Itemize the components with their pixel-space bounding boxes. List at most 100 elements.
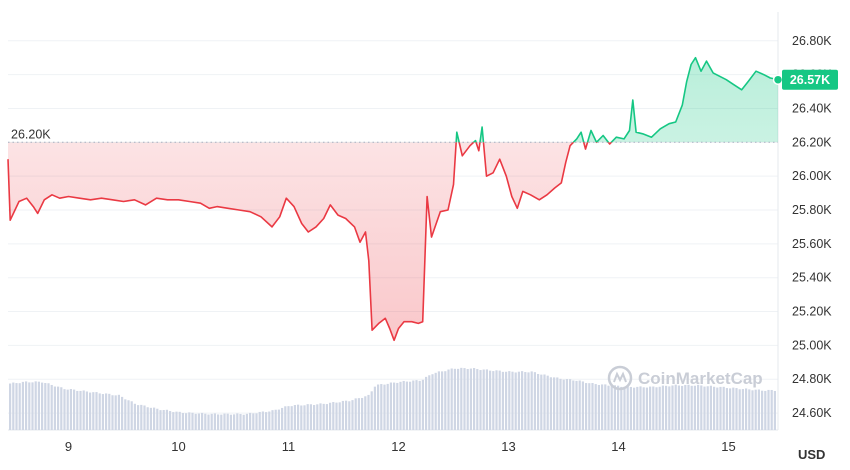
volume-bar bbox=[169, 411, 172, 430]
x-tick-label-6: 15 bbox=[721, 439, 735, 454]
volume-bar bbox=[325, 404, 328, 430]
volume-bar bbox=[44, 383, 47, 430]
volume-bar bbox=[156, 408, 159, 430]
volume-bar bbox=[396, 382, 399, 430]
volume-bar bbox=[290, 406, 293, 430]
volume-bar bbox=[66, 389, 69, 430]
volume-bar bbox=[332, 402, 335, 430]
volume-bar bbox=[322, 403, 325, 430]
volume-bar bbox=[255, 413, 258, 430]
volume-bar bbox=[559, 378, 562, 430]
y-tick-label-3: 26.20K bbox=[792, 135, 832, 149]
volume-bar bbox=[713, 386, 716, 430]
volume-bar bbox=[530, 371, 533, 430]
volume-bar bbox=[111, 395, 114, 430]
volume-bar bbox=[194, 413, 197, 430]
volume-bar bbox=[89, 392, 92, 430]
volume-bar bbox=[41, 382, 44, 430]
current-price: 26.57K bbox=[772, 69, 838, 90]
volume-bar bbox=[367, 394, 370, 430]
volume-bar bbox=[719, 386, 722, 430]
volume-bar bbox=[553, 377, 556, 430]
coinmarketcap-logo-mark-icon bbox=[613, 371, 627, 383]
volume-bar bbox=[364, 396, 367, 430]
volume-bar bbox=[562, 379, 565, 430]
volume-bar bbox=[185, 413, 188, 430]
volume-bar bbox=[687, 384, 690, 430]
volume-bar bbox=[402, 380, 405, 430]
volume-bar bbox=[274, 409, 277, 430]
volume-bar bbox=[453, 368, 456, 430]
volume-bar bbox=[517, 371, 520, 430]
volume-bar bbox=[69, 389, 72, 430]
volume-bar bbox=[31, 382, 34, 430]
volume-bar bbox=[594, 384, 597, 430]
volume-bar bbox=[309, 404, 312, 430]
volume-bar bbox=[73, 389, 76, 430]
volume-bar bbox=[281, 407, 284, 430]
volume-bar bbox=[581, 381, 584, 430]
volume-bar bbox=[76, 390, 79, 430]
volume-bar bbox=[261, 411, 264, 430]
volume-bar bbox=[754, 389, 757, 430]
volume-bar bbox=[409, 381, 412, 430]
baseline-group: 26.20K bbox=[8, 127, 778, 143]
volume-bar bbox=[751, 390, 754, 430]
volume-bar bbox=[543, 374, 546, 430]
volume-bar bbox=[268, 411, 271, 430]
volume-bar bbox=[361, 397, 364, 430]
volume-bar bbox=[476, 369, 479, 430]
volume-bar bbox=[114, 395, 117, 430]
volume-bar bbox=[722, 386, 725, 430]
volume-bar bbox=[569, 379, 572, 430]
volume-bar bbox=[665, 385, 668, 430]
volume-bar bbox=[601, 384, 604, 430]
volume-bar bbox=[258, 411, 261, 430]
volume-bar bbox=[393, 382, 396, 430]
volume-bar bbox=[117, 394, 120, 430]
x-tick-label-1: 10 bbox=[171, 439, 185, 454]
volume-bar bbox=[546, 375, 549, 430]
volume-bar bbox=[101, 394, 104, 430]
volume-bar bbox=[441, 371, 444, 430]
volume-bar bbox=[236, 413, 239, 430]
volume-bar bbox=[447, 369, 450, 430]
volume-bar bbox=[133, 403, 136, 430]
volume-bar bbox=[741, 389, 744, 430]
volume-bar bbox=[204, 413, 207, 430]
volume-bar bbox=[335, 402, 338, 430]
volume-bar bbox=[12, 382, 15, 430]
volume-bar bbox=[92, 392, 95, 430]
volume-bar bbox=[233, 414, 236, 430]
volume-bar bbox=[703, 386, 706, 430]
volume-bar bbox=[501, 371, 504, 430]
volume-bar bbox=[757, 389, 760, 430]
current-price-tag bbox=[782, 69, 838, 90]
volume-bar bbox=[79, 390, 82, 430]
volume-bar bbox=[613, 385, 616, 430]
volume-bar bbox=[549, 377, 552, 430]
volume-bar bbox=[636, 386, 639, 430]
volume-bar bbox=[671, 385, 674, 430]
currency-label: USD bbox=[798, 447, 825, 462]
volume-bar bbox=[485, 369, 488, 430]
area-fills bbox=[8, 57, 778, 341]
volume-bar bbox=[60, 387, 63, 430]
x-tick-label-4: 13 bbox=[501, 439, 515, 454]
volume-bar bbox=[645, 387, 648, 430]
volume-bar bbox=[37, 381, 40, 430]
volume-bar bbox=[34, 381, 37, 430]
volume-bar bbox=[450, 368, 453, 430]
volume-bar bbox=[405, 381, 408, 430]
y-tick-label-5: 25.80K bbox=[792, 203, 832, 217]
y-tick-label-2: 26.40K bbox=[792, 101, 832, 115]
volume-bar bbox=[313, 405, 316, 430]
y-axis: 26.80K26.60K26.40K26.20K26.00K25.80K25.6… bbox=[792, 34, 832, 420]
volume-bar bbox=[207, 414, 210, 430]
y-tick-label-6: 25.60K bbox=[792, 237, 832, 251]
volume-bar bbox=[690, 385, 693, 430]
volume-bar bbox=[508, 371, 511, 430]
y-tick-label-10: 24.80K bbox=[792, 372, 832, 386]
volume-bar bbox=[585, 383, 588, 430]
volume-bar bbox=[217, 414, 220, 430]
